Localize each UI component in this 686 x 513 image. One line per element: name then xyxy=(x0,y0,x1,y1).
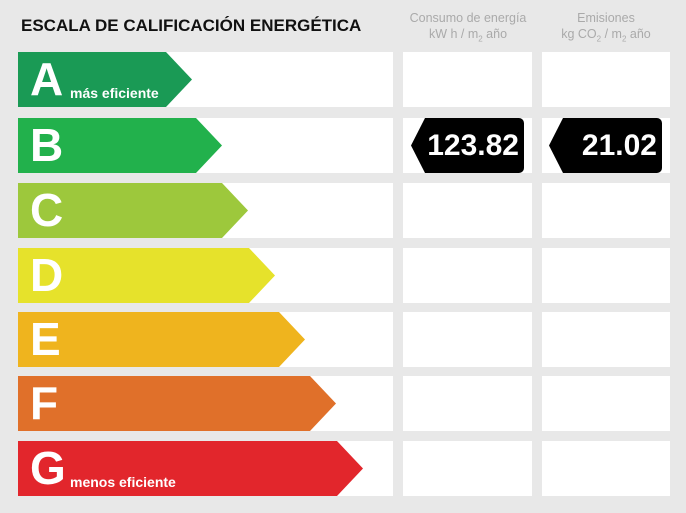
emissions-cell xyxy=(542,248,670,303)
page-title: ESCALA DE CALIFICACIÓN ENERGÉTICA xyxy=(21,16,362,35)
energy-column-header: Consumo de energía kW h / m2 año xyxy=(398,10,538,48)
energy-unit: kW h / m2 año xyxy=(428,27,508,44)
rating-arrow: A más eficiente xyxy=(18,52,192,107)
energy-value-badge: 123.82 xyxy=(411,118,524,173)
energy-cell xyxy=(403,52,532,107)
emissions-column-header: Emisiones kg CO2 / m2 año xyxy=(536,10,676,48)
rating-letter: F xyxy=(30,377,59,429)
energy-cell xyxy=(403,248,532,303)
emissions-value-badge: 21.02 xyxy=(549,118,662,173)
rating-letter: B xyxy=(30,119,64,171)
rating-row-b: B 123.82 21.02 xyxy=(0,118,686,173)
rating-row-d: D xyxy=(0,248,686,303)
rating-arrow: F xyxy=(18,376,336,431)
rating-row-g: G menos eficiente xyxy=(0,441,686,496)
rating-letter: C xyxy=(30,184,64,236)
rating-row-a: A más eficiente xyxy=(0,52,686,107)
energy-cell xyxy=(403,312,532,367)
emissions-cell xyxy=(542,441,670,496)
rating-row-f: F xyxy=(0,376,686,431)
emissions-cell xyxy=(542,312,670,367)
rating-arrow: C xyxy=(18,183,248,238)
energy-cell xyxy=(403,183,532,238)
rating-label: menos eficiente xyxy=(70,474,176,490)
rating-letter: A xyxy=(30,53,64,105)
emissions-cell xyxy=(542,376,670,431)
rating-row-e: E xyxy=(0,312,686,367)
rating-label: más eficiente xyxy=(70,85,159,101)
rating-letter: E xyxy=(30,313,61,365)
rating-row-c: C xyxy=(0,183,686,238)
emissions-header-line1: Emisiones xyxy=(577,11,635,25)
rating-arrow: D xyxy=(18,248,275,303)
energy-cell xyxy=(403,441,532,496)
emissions-cell xyxy=(542,52,670,107)
rating-arrow: E xyxy=(18,312,305,367)
rating-arrow: G menos eficiente xyxy=(18,441,363,496)
emissions-cell xyxy=(542,183,670,238)
energy-header-line1: Consumo de energía xyxy=(409,11,527,25)
rating-arrow: B xyxy=(18,118,222,173)
rating-letter: G xyxy=(30,442,66,494)
energy-cell xyxy=(403,376,532,431)
rating-letter: D xyxy=(30,249,64,301)
emissions-unit: kg CO2 / m2 año xyxy=(561,27,651,44)
